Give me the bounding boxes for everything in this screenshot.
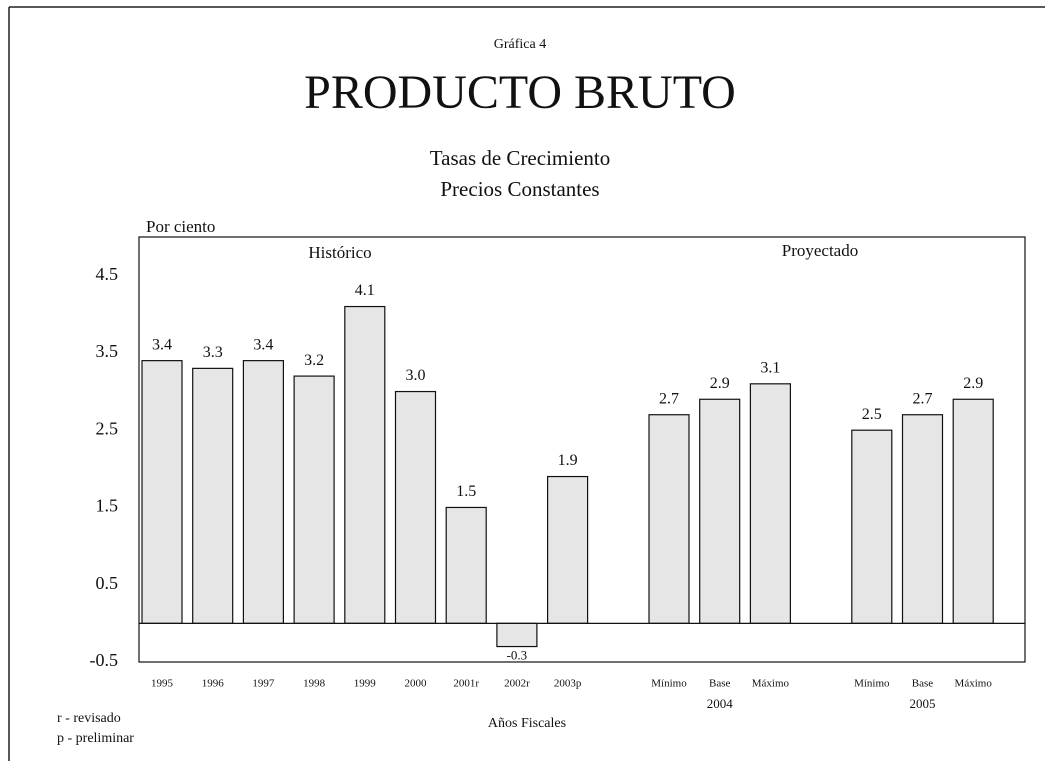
x-tick-label: 2002r <box>504 678 530 690</box>
group-label: 2005 <box>910 696 936 711</box>
x-tick-label: Máximo <box>955 678 993 690</box>
bar <box>901 414 944 624</box>
bar <box>496 622 538 648</box>
bar <box>242 360 284 624</box>
plot-frame <box>138 236 1026 663</box>
x-tick-label: 1998 <box>303 678 326 690</box>
bar <box>851 429 893 624</box>
note: r - revisado <box>57 711 121 726</box>
chart-subtitle: Tasas de Crecimiento <box>430 146 610 170</box>
data-label: 1.9 <box>558 452 578 469</box>
data-label: 2.7 <box>659 390 679 407</box>
bar <box>445 506 487 624</box>
data-label: 3.4 <box>152 336 172 353</box>
x-tick-label: 1995 <box>151 678 174 690</box>
bar <box>344 305 386 624</box>
bar <box>546 475 589 624</box>
bar <box>293 375 335 624</box>
y-tick-label: 1.5 <box>96 496 119 516</box>
data-label: 4.1 <box>355 282 375 299</box>
bar <box>648 414 690 624</box>
x-tick-label: 1997 <box>252 678 275 690</box>
bar <box>952 398 994 624</box>
y-tick-label: -0.5 <box>90 650 119 670</box>
bar <box>699 398 741 624</box>
bar <box>192 367 234 624</box>
data-label: 3.0 <box>406 367 426 384</box>
y-tick-label: 0.5 <box>96 573 119 593</box>
data-label: -0.3 <box>507 648 528 663</box>
x-tick-label: Mínimo <box>651 678 687 690</box>
bar <box>749 383 792 624</box>
x-tick-label: Máximo <box>752 678 790 690</box>
x-tick-label: 2001r <box>453 678 479 690</box>
bar <box>394 390 437 624</box>
data-label: 2.9 <box>963 375 983 392</box>
chart-title: PRODUCTO BRUTO <box>304 66 736 119</box>
chart-label: Gráfica 4 <box>494 37 546 52</box>
x-tick-label: 2003p <box>554 678 582 690</box>
x-axis-label: Años Fiscales <box>488 716 566 731</box>
data-label: 2.5 <box>862 406 882 423</box>
data-label: 2.9 <box>710 375 730 392</box>
data-label: 3.3 <box>203 344 223 361</box>
y-tick-label: 3.5 <box>96 341 119 361</box>
y-axis-label: Por ciento <box>146 217 215 236</box>
data-label: 1.5 <box>456 483 476 500</box>
group-label: 2004 <box>707 696 734 711</box>
section-label: Proyectado <box>782 241 858 260</box>
y-tick-label: 4.5 <box>96 264 119 284</box>
section-label: Histórico <box>308 243 371 262</box>
note: p - preliminar <box>57 731 134 746</box>
data-label: 3.2 <box>304 352 324 369</box>
data-label: 2.7 <box>913 390 933 407</box>
bar <box>141 360 183 624</box>
x-tick-label: Mínimo <box>854 678 890 690</box>
data-label: 3.1 <box>760 359 780 376</box>
x-tick-label: 2000 <box>405 678 428 690</box>
data-label: 3.4 <box>253 336 273 353</box>
x-tick-label: 1999 <box>354 678 377 690</box>
chart-subtitle: Precios Constantes <box>440 177 599 201</box>
x-tick-label: Base <box>709 678 731 690</box>
x-tick-label: Base <box>912 678 934 690</box>
x-tick-label: 1996 <box>202 678 225 690</box>
y-tick-label: 2.5 <box>96 418 119 438</box>
